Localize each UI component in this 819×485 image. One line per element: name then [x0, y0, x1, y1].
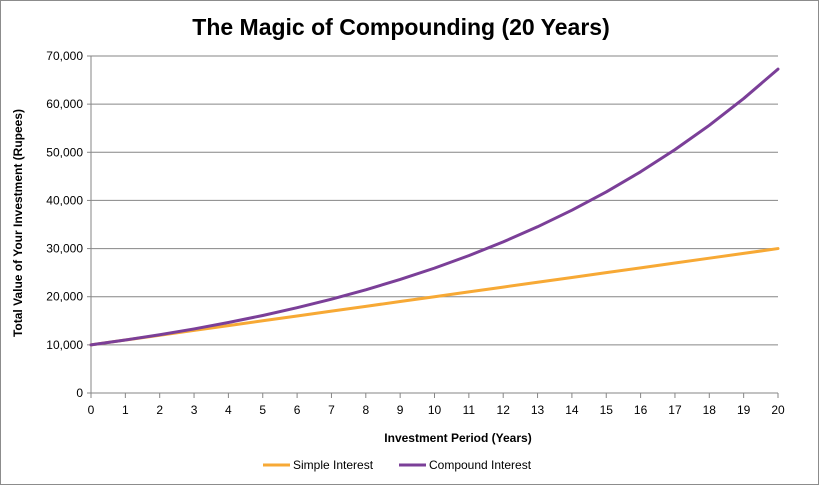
x-tick-label: 5 [259, 403, 266, 417]
x-tick-label: 2 [156, 403, 163, 417]
x-tick-label: 15 [600, 403, 614, 417]
x-tick-label: 12 [497, 403, 511, 417]
x-tick-label: 20 [771, 403, 785, 417]
x-tick-label: 3 [191, 403, 198, 417]
y-tick-label: 60,000 [46, 97, 83, 111]
series-line-simple-interest [89, 247, 780, 347]
x-tick-label: 10 [428, 403, 442, 417]
x-tick-label: 11 [463, 403, 476, 417]
x-tick-label: 16 [634, 403, 648, 417]
y-tick-label: 50,000 [46, 145, 83, 159]
x-axis-title: Investment Period (Years) [384, 431, 531, 445]
axes [87, 55, 779, 398]
x-tick-label: 17 [668, 403, 682, 417]
y-tick-label: 40,000 [46, 193, 83, 207]
x-tick-label: 13 [531, 403, 545, 417]
x-axis-ticks: 0 1 2 3 4 5 6 7 8 9 10 11 12 13 14 15 16 17 18 19 20 [88, 403, 785, 417]
y-tick-label: 30,000 [46, 242, 83, 256]
y-tick-label: 20,000 [46, 290, 83, 304]
y-axis-ticks: 0 10,000 20,000 30,000 40,000 50,000 60,000 70,… [46, 49, 83, 400]
legend-label: Compound Interest [429, 458, 532, 472]
x-tick-label: 14 [565, 403, 579, 417]
series-line-compound-interest [89, 67, 780, 347]
y-axis-title: Total Value of Your Investment (Rupees) [11, 109, 25, 337]
x-tick-label: 1 [122, 403, 129, 417]
x-tick-label: 7 [328, 403, 335, 417]
y-tick-label: 0 [76, 386, 83, 400]
x-tick-label: 4 [225, 403, 232, 417]
gridlines [91, 55, 778, 346]
y-tick-label: 70,000 [46, 49, 83, 63]
series-lines [89, 67, 780, 347]
legend: Simple Interest Compound Interest [263, 458, 532, 472]
legend-label: Simple Interest [293, 458, 374, 472]
chart-title: The Magic of Compounding (20 Years) [192, 14, 609, 40]
x-tick-label: 18 [703, 403, 717, 417]
x-tick-label: 6 [294, 403, 301, 417]
x-tick-label: 9 [397, 403, 404, 417]
x-tick-label: 0 [88, 403, 95, 417]
x-tick-label: 8 [362, 403, 369, 417]
y-tick-label: 10,000 [46, 338, 83, 352]
x-tick-label: 19 [737, 403, 751, 417]
